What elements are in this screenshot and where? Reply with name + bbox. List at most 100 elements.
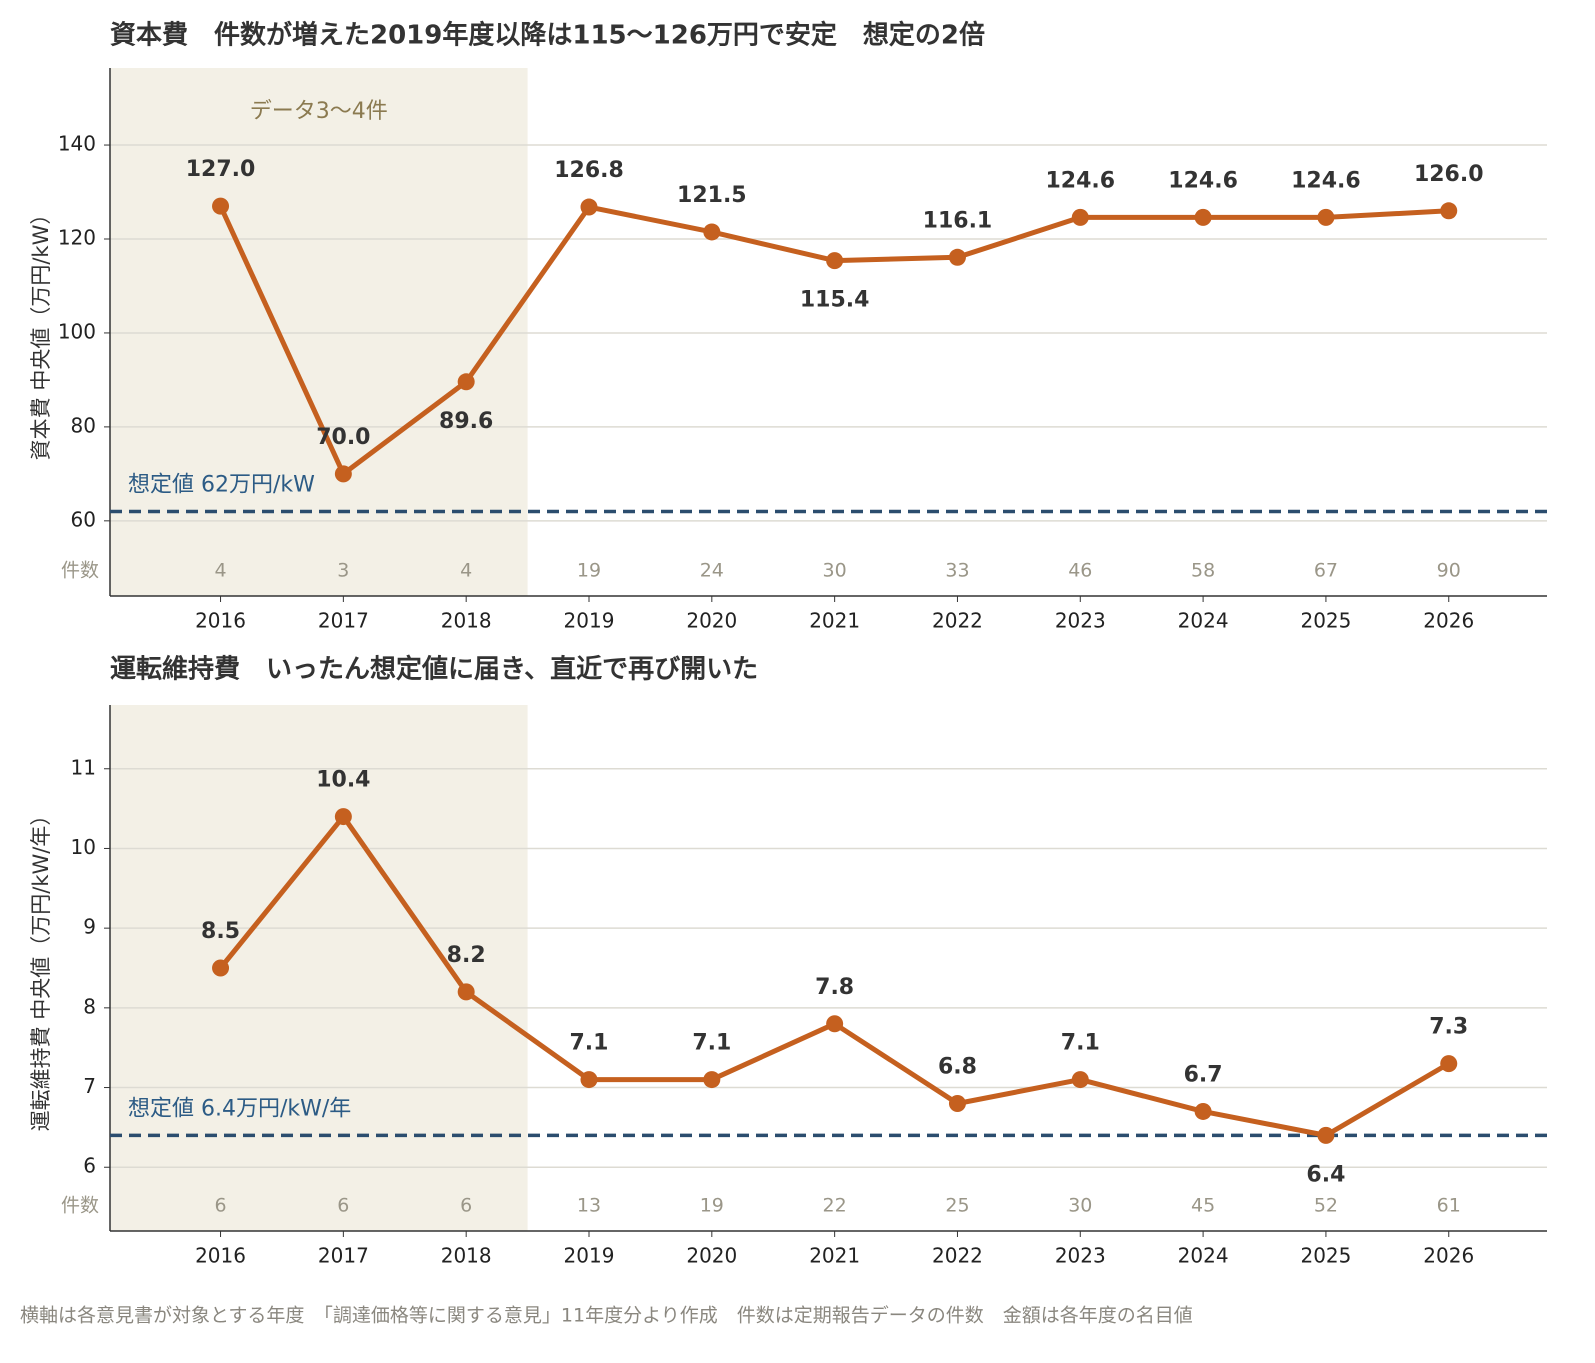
data-point	[948, 248, 966, 266]
count: 19	[700, 1195, 724, 1217]
data-point	[457, 373, 475, 391]
count: 19	[577, 560, 601, 582]
data-label: 6.4	[1306, 1162, 1345, 1187]
x-tick-label: 2019	[564, 1244, 615, 1268]
count: 90	[1437, 560, 1461, 582]
shaded-region	[110, 68, 528, 596]
shaded-label: データ3〜4件	[250, 99, 388, 124]
data-label: 7.8	[815, 975, 854, 1000]
data-label: 89.6	[439, 409, 493, 434]
x-tick-label: 2019	[564, 609, 615, 633]
data-point	[826, 1015, 844, 1033]
data-label: 70.0	[316, 425, 370, 450]
count: 22	[823, 1195, 847, 1217]
y-tick-label: 120	[58, 225, 96, 249]
data-label: 6.8	[938, 1054, 977, 1079]
data-point	[580, 1071, 598, 1089]
count: 61	[1437, 1195, 1461, 1217]
x-tick-label: 2026	[1423, 1244, 1474, 1268]
count: 52	[1314, 1195, 1338, 1217]
footnote: 横軸は各意見書が対象とする年度 「調達価格等に関する意見」11年度分より作成 件…	[20, 1305, 1193, 1327]
x-tick-label: 2022	[932, 609, 983, 633]
data-point	[212, 197, 230, 215]
x-tick-label: 2016	[195, 1244, 246, 1268]
data-point	[1317, 1126, 1335, 1144]
x-tick-label: 2023	[1055, 609, 1106, 633]
data-point	[212, 959, 230, 977]
data-label: 124.6	[1291, 168, 1361, 193]
data-label: 8.5	[201, 919, 240, 944]
data-label: 124.6	[1168, 168, 1238, 193]
data-label: 126.8	[554, 158, 624, 183]
counts-label: 件数	[61, 560, 99, 582]
x-tick-label: 2022	[932, 1244, 983, 1268]
y-axis-label: 資本費 中央値（万円/kW）	[29, 204, 53, 461]
x-tick-label: 2020	[686, 609, 737, 633]
count: 6	[460, 1195, 472, 1217]
x-tick-label: 2021	[809, 1244, 860, 1268]
x-tick-label: 2018	[441, 1244, 492, 1268]
y-tick-label: 7	[83, 1074, 96, 1098]
x-tick-label: 2024	[1178, 609, 1229, 633]
x-tick-label: 2017	[318, 1244, 369, 1268]
x-tick-label: 2021	[809, 609, 860, 633]
data-label: 116.1	[923, 208, 993, 233]
count: 6	[214, 1195, 226, 1217]
data-point	[334, 808, 352, 826]
count: 13	[577, 1195, 601, 1217]
reference-label: 想定値 62万円/kW	[128, 472, 315, 497]
data-point	[1440, 202, 1458, 220]
count: 46	[1068, 560, 1092, 582]
shaded-region	[110, 705, 528, 1231]
data-point	[1194, 1102, 1212, 1120]
x-tick-label: 2016	[195, 609, 246, 633]
x-tick-label: 2018	[441, 609, 492, 633]
count: 4	[460, 560, 472, 582]
y-tick-label: 60	[71, 507, 96, 531]
data-label: 7.3	[1429, 1015, 1468, 1040]
data-label: 127.0	[186, 157, 256, 182]
count: 25	[945, 1195, 969, 1217]
data-label: 7.1	[1061, 1031, 1100, 1056]
x-tick-label: 2017	[318, 609, 369, 633]
count: 30	[1068, 1195, 1092, 1217]
count: 58	[1191, 560, 1215, 582]
data-point	[1440, 1055, 1458, 1073]
count: 33	[945, 560, 969, 582]
data-label: 10.4	[316, 768, 370, 793]
data-label: 121.5	[677, 183, 747, 208]
x-tick-label: 2026	[1423, 609, 1474, 633]
y-tick-label: 100	[58, 319, 96, 343]
count: 3	[337, 560, 349, 582]
data-label: 7.1	[570, 1031, 609, 1056]
chart-title: 運転維持費 いったん想定値に届き、直近で再び開いた	[110, 654, 758, 685]
y-tick-label: 10	[71, 835, 96, 859]
y-tick-label: 9	[83, 915, 96, 939]
count: 6	[337, 1195, 349, 1217]
y-tick-label: 140	[58, 132, 96, 156]
data-label: 124.6	[1045, 168, 1115, 193]
data-label: 115.4	[800, 288, 870, 313]
count: 24	[700, 560, 724, 582]
count: 45	[1191, 1195, 1215, 1217]
data-point	[826, 252, 844, 270]
data-point	[580, 198, 598, 216]
y-tick-label: 80	[71, 413, 96, 437]
y-axis-label: 運転維持費 中央値（万円/kW/年）	[29, 805, 53, 1132]
count: 67	[1314, 560, 1338, 582]
x-tick-label: 2023	[1055, 1244, 1106, 1268]
chart-title: 資本費 件数が増えた2019年度以降は115〜126万円で安定 想定の2倍	[110, 20, 985, 51]
data-label: 7.1	[692, 1031, 731, 1056]
x-tick-label: 2020	[686, 1244, 737, 1268]
data-point	[703, 223, 721, 241]
data-point	[1071, 1071, 1089, 1089]
x-tick-label: 2025	[1300, 1244, 1351, 1268]
data-point	[1317, 208, 1335, 226]
x-tick-label: 2024	[1178, 1244, 1229, 1268]
count: 30	[823, 560, 847, 582]
data-point	[948, 1094, 966, 1112]
data-label: 6.7	[1184, 1062, 1223, 1087]
data-point	[1071, 208, 1089, 226]
y-tick-label: 8	[83, 994, 96, 1018]
counts-label: 件数	[61, 1195, 99, 1217]
